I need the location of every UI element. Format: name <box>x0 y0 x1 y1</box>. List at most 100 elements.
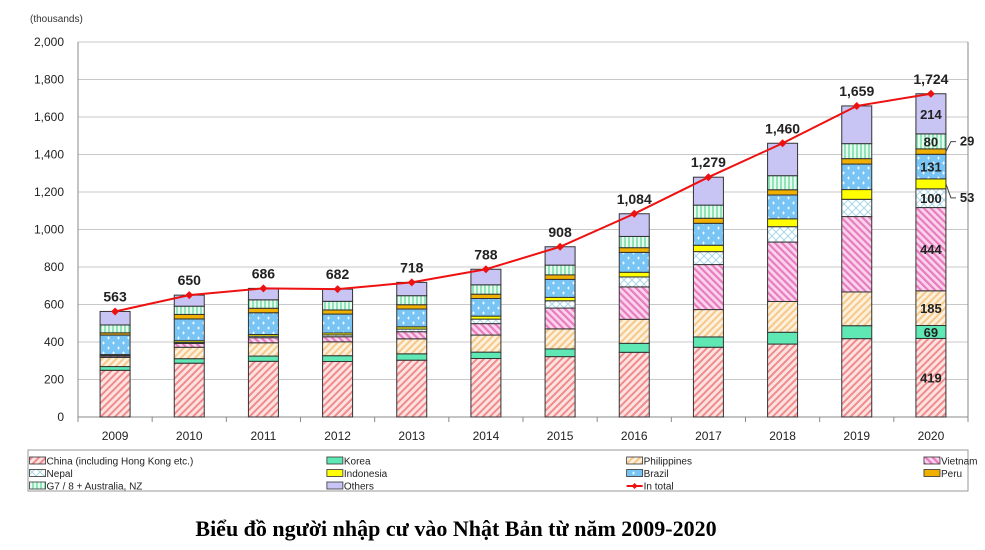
data-label: 419 <box>920 371 942 386</box>
bar-segment-4 <box>692 251 724 266</box>
legend-label: Nepal <box>47 469 73 480</box>
total-label: 718 <box>400 259 424 275</box>
x-tick-label: 2014 <box>473 429 500 443</box>
bar-segment-6 <box>618 251 650 273</box>
y-tick-label: 800 <box>44 260 64 274</box>
bar-segment-6 <box>247 312 279 335</box>
legend-label: Vietnam <box>941 457 978 468</box>
bar-segment-2 <box>544 328 576 350</box>
total-marker <box>778 139 787 148</box>
data-label: 29 <box>960 134 974 149</box>
total-label: 682 <box>326 266 350 282</box>
bar-segment-2 <box>915 290 947 326</box>
bar-segment-4 <box>544 300 576 309</box>
y-tick-label: 1,200 <box>34 185 64 199</box>
total-label: 1,279 <box>691 154 726 170</box>
total-marker <box>111 307 120 316</box>
bar-segment-0 <box>99 369 131 418</box>
bar-segment-9 <box>915 93 947 135</box>
bar-segment-1 <box>99 366 131 371</box>
bar-segment-8 <box>99 324 131 334</box>
bar-segment-0 <box>396 359 428 418</box>
bar-segment-6 <box>470 298 502 317</box>
x-tick-label: 2011 <box>251 429 277 443</box>
stacked-bar-chart: (thousands) 0 200 400 600 800 1,000 1,200 1,400… <box>27 14 978 493</box>
total-marker <box>556 242 565 251</box>
legend-swatch <box>326 481 344 490</box>
y-tick-label: 0 <box>57 410 64 424</box>
bar-segment-3 <box>173 343 205 348</box>
data-label: 80 <box>924 134 938 149</box>
bar-segment-3 <box>396 331 428 340</box>
data-label: 185 <box>920 301 942 316</box>
bar-segment-8 <box>470 284 502 295</box>
bar-segment-7 <box>841 158 873 165</box>
bar-segment-5 <box>544 296 576 302</box>
total-marker <box>481 265 490 274</box>
bar-segment-0 <box>915 337 947 418</box>
bar-segment-6 <box>767 194 799 220</box>
bar-segment-0 <box>767 343 799 418</box>
x-tick-label: 2015 <box>547 429 574 443</box>
x-tick-label: 2019 <box>843 429 870 443</box>
bar-segment-4 <box>841 198 873 218</box>
bar-segment-0 <box>841 338 873 418</box>
total-label: 686 <box>252 265 276 281</box>
bar-segment-8 <box>841 143 873 160</box>
legend-swatch <box>29 456 46 465</box>
total-marker <box>926 89 935 98</box>
total-label: 1,659 <box>839 83 874 99</box>
data-label: 444 <box>920 242 942 257</box>
bar-segment-1 <box>470 351 502 359</box>
data-label: 69 <box>924 325 938 340</box>
x-tick-label: 2013 <box>398 429 425 443</box>
total-marker <box>333 285 342 294</box>
bar-segment-1 <box>841 325 873 340</box>
bar-segment-1 <box>396 353 428 361</box>
total-label: 1,724 <box>913 71 948 87</box>
legend-swatch <box>29 481 46 490</box>
bar-segment-3 <box>544 307 576 330</box>
bar-segment-5 <box>767 218 799 228</box>
x-tick-label: 2018 <box>769 429 796 443</box>
bar-segment-7 <box>396 304 428 310</box>
total-label: 908 <box>548 224 572 240</box>
bar-segment-8 <box>767 175 799 191</box>
bar-segment-6 <box>99 334 131 356</box>
bar-segment-6 <box>396 308 428 328</box>
bar-segment-7 <box>247 307 279 314</box>
y-tick-label: 2,000 <box>34 35 64 49</box>
legend-swatch <box>923 469 941 477</box>
y-tick-label: 1,400 <box>34 148 64 162</box>
bar-segment-3 <box>470 323 502 336</box>
bar-segment-6 <box>173 318 205 342</box>
bar-segment-3 <box>247 337 279 344</box>
y-tick-label: 1,800 <box>34 73 64 87</box>
y-tick-label: 400 <box>44 335 64 349</box>
bar-segment-3 <box>841 216 873 293</box>
bar-segment-3 <box>767 241 799 302</box>
bar-segment-2 <box>470 334 502 353</box>
total-marker <box>852 101 861 110</box>
bar-segment-8 <box>322 300 354 311</box>
x-tick-label: 2016 <box>621 429 648 443</box>
bar-segment-2 <box>618 318 650 344</box>
bar-segment-4 <box>767 226 799 243</box>
legend-label: Philippines <box>644 457 692 468</box>
bar-segment-0 <box>618 351 650 418</box>
bar-segment-0 <box>692 346 724 418</box>
bar-segment-3 <box>692 264 724 311</box>
bar-segment-7 <box>470 293 502 299</box>
bar-segment-2 <box>247 342 279 357</box>
legend-label: Indonesia <box>344 469 388 480</box>
total-line <box>114 92 932 313</box>
bar-segment-8 <box>692 204 724 219</box>
bar-segment-1 <box>173 358 205 364</box>
bar-segment-7 <box>767 189 799 196</box>
x-tick-label: 2009 <box>102 429 129 443</box>
bar-segment-6 <box>692 222 724 246</box>
bar-segment-2 <box>99 356 131 368</box>
total-marker <box>259 284 268 293</box>
bar-segment-1 <box>692 336 724 348</box>
bar-segment-7 <box>173 313 205 320</box>
